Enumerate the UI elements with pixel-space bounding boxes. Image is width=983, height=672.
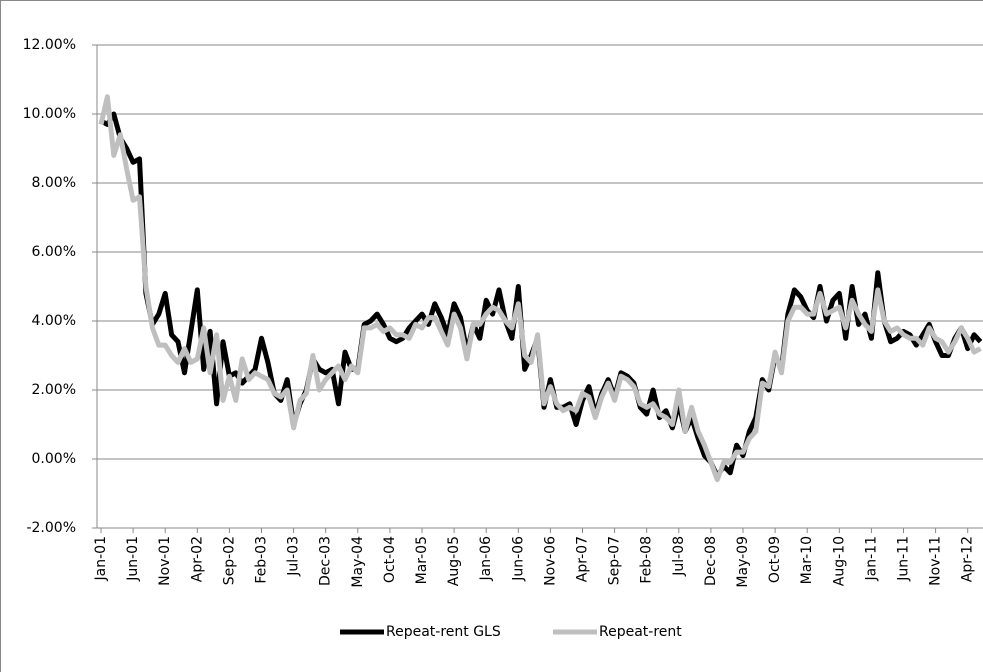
x-tick-label: Jun-01 <box>125 536 141 582</box>
x-tick-label: Sep-02 <box>221 536 237 585</box>
legend-label: Repeat-rent GLS <box>386 624 501 640</box>
x-tick-label: Apr-12 <box>960 536 976 582</box>
x-tick-label: Aug-10 <box>831 536 847 586</box>
x-tick-label: Oct-04 <box>382 536 398 583</box>
y-tick-label: -2.00% <box>26 520 76 536</box>
x-tick-label: Jan-01 <box>93 536 109 581</box>
legend-label: Repeat-rent <box>599 624 682 640</box>
y-tick-label: 8.00% <box>32 175 76 191</box>
x-tick-label: May-04 <box>350 536 366 588</box>
x-tick-label: May-09 <box>735 536 751 588</box>
x-tick-label: Jan-11 <box>863 536 879 581</box>
x-tick-label: Jan-06 <box>478 536 494 582</box>
x-tick-label: Dec-08 <box>703 536 719 586</box>
x-tick-label: Feb-03 <box>254 536 270 584</box>
y-tick-label: 0.00% <box>32 451 76 467</box>
x-tick-label: Feb-08 <box>639 536 655 584</box>
y-tick-label: 2.00% <box>32 382 76 398</box>
x-tick-label: Nov-11 <box>928 536 944 586</box>
x-tick-label: Jun-11 <box>896 536 912 582</box>
x-tick-label: Mar-05 <box>414 536 430 584</box>
x-tick-label: Jun-06 <box>510 536 526 582</box>
x-tick-label: Mar-10 <box>799 536 815 584</box>
x-tick-label: Oct-09 <box>767 536 783 583</box>
x-tick-label: Nov-06 <box>542 536 558 586</box>
x-tick-label: Nov-01 <box>157 536 173 586</box>
x-tick-label: Dec-03 <box>318 536 334 586</box>
x-tick-label: Aug-05 <box>446 536 462 586</box>
y-tick-label: 10.00% <box>23 106 76 122</box>
y-tick-label: 6.00% <box>32 244 76 260</box>
y-tick-label: 12.00% <box>23 37 76 53</box>
x-tick-label: Apr-02 <box>189 536 205 582</box>
y-tick-label: 4.00% <box>32 313 76 329</box>
x-tick-label: Jul-03 <box>286 536 302 577</box>
x-tick-label: Jul-08 <box>671 536 687 577</box>
x-tick-label: Apr-07 <box>575 536 591 582</box>
x-tick-label: Sep-07 <box>607 536 623 585</box>
series-line <box>98 94 982 483</box>
